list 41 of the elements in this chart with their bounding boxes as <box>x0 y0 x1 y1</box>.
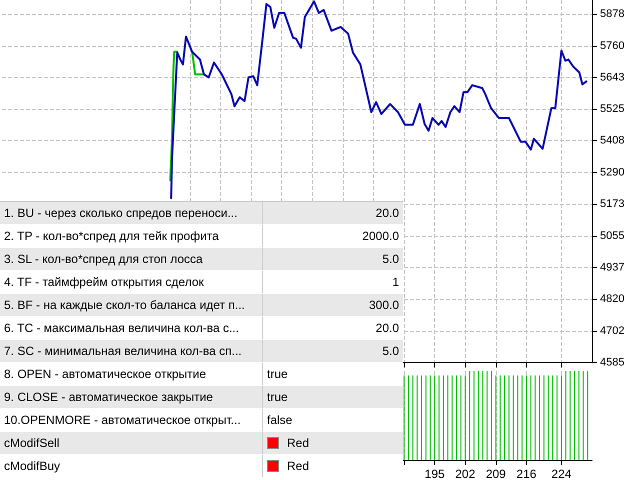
annotation: 4. TF - таймфрейм открытия сделок <box>0 270 262 294</box>
annotation: Red <box>262 454 403 478</box>
y-tick-label: 5878 <box>600 8 624 20</box>
annotation: 10.OPENMORE - автоматическое открыт... <box>0 408 262 432</box>
annotation: 6. TC - максимальная величина кол-ва с... <box>0 316 262 340</box>
y-tick-label: 4937 <box>600 262 624 274</box>
y-tick-label: 5643 <box>600 71 624 84</box>
annotation: cModifSell <box>0 432 262 454</box>
annotation: true <box>262 362 403 386</box>
annotation: 7. SC - минимальная величина кол-ва сп... <box>0 340 262 362</box>
annotation: 2000.0 <box>262 224 403 248</box>
annotation: 9. CLOSE - автоматическое закрытие <box>0 386 262 408</box>
annotation: 3. SL - кол-во*спред для стоп лосса <box>0 248 262 270</box>
y-tick-label: 5290 <box>600 166 624 178</box>
annotation: 5.0 <box>262 248 403 270</box>
annotation: cModifBuy <box>0 454 262 478</box>
annotation: false <box>262 408 403 432</box>
y-tick-label: 5055 <box>600 230 624 242</box>
x-tick-label: 202 <box>455 467 476 480</box>
annotation: 2. TP - кол-во*спред для тейк профита <box>0 224 262 248</box>
annotation: 1 <box>262 270 403 294</box>
annotation: 5.0 <box>262 340 403 362</box>
y-tick-label: 5760 <box>600 40 624 52</box>
x-tick-label: 224 <box>551 467 572 480</box>
y-tick-label: 4702 <box>600 324 624 337</box>
y-tick-label: 4585 <box>600 356 624 368</box>
annotation: true <box>262 386 403 408</box>
x-tick-label: 216 <box>516 467 537 480</box>
annotation: 5. BF - на каждые скол-то баланса идет п... <box>0 294 262 316</box>
annotation: 8. OPEN - автоматическое открытие <box>0 362 262 386</box>
y-tick-label: 5173 <box>600 198 624 210</box>
y-tick-label: 5408 <box>600 134 624 147</box>
y-tick-label: 5525 <box>600 103 624 116</box>
annotation: 20.0 <box>262 202 403 224</box>
annotation: Red <box>262 432 403 454</box>
x-tick-label: 209 <box>486 467 506 480</box>
annotation: 300.0 <box>262 294 403 316</box>
annotation: 1. BU - через сколько спредов переноси... <box>0 202 262 224</box>
annotation: 20.0 <box>262 316 403 340</box>
y-tick-label: 4820 <box>600 293 624 306</box>
x-tick-label: 195 <box>424 467 445 480</box>
